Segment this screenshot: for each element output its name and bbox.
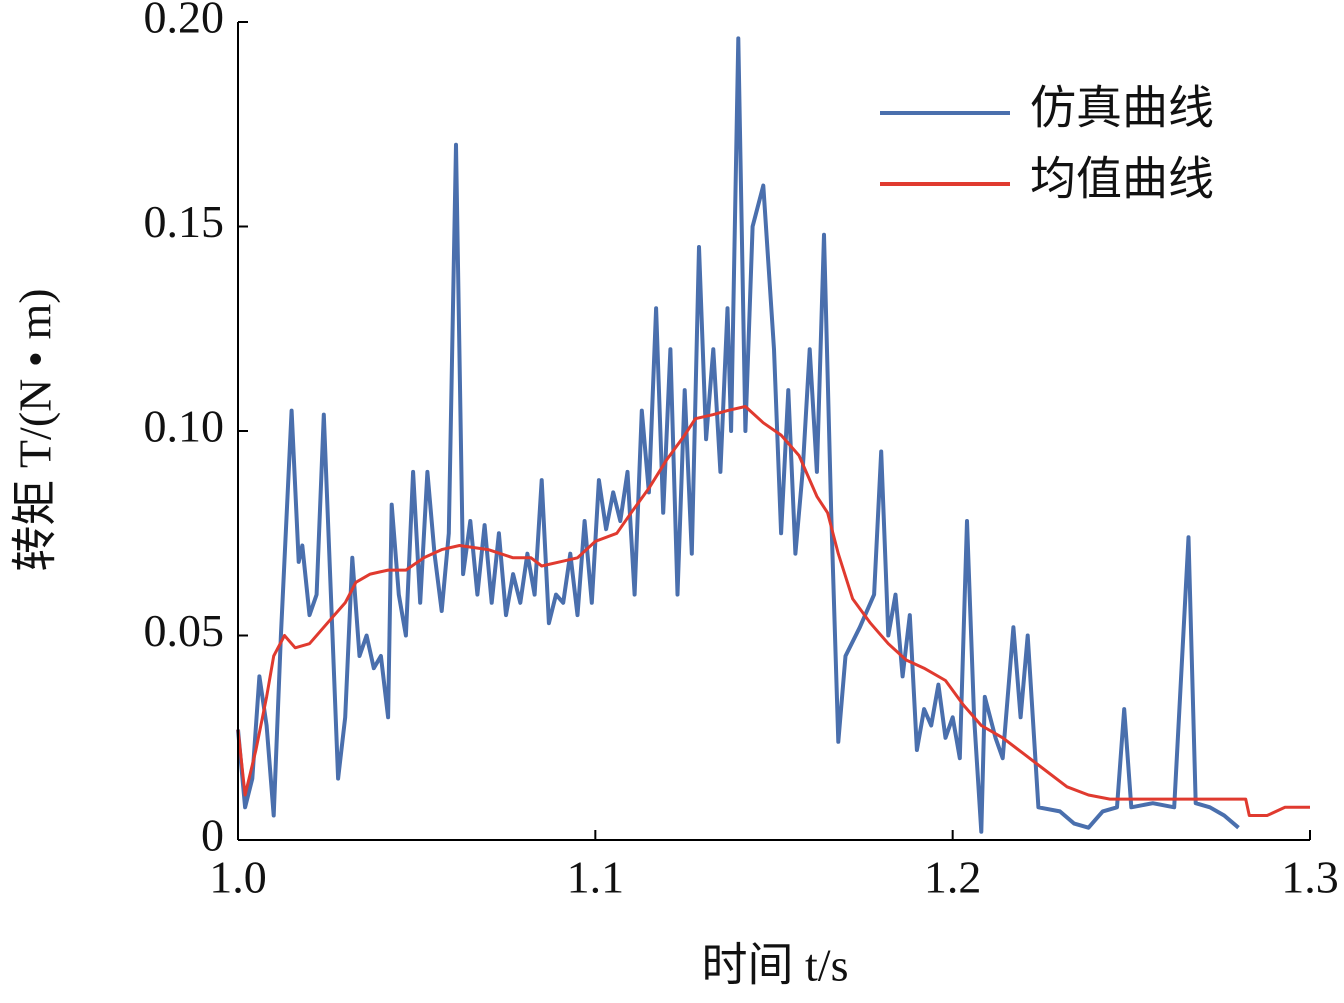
y-tick-label: 0.05	[144, 605, 225, 656]
x-tick-label: 1.3	[1281, 852, 1339, 903]
y-tick-label: 0.10	[144, 401, 225, 452]
y-tick-label: 0.15	[144, 196, 225, 247]
x-axis-label: 时间 t/s	[702, 940, 849, 991]
x-tick-label: 1.2	[924, 852, 982, 903]
y-axis-label: 转矩 T/(N • m)	[10, 288, 61, 571]
legend-label: 仿真曲线	[1030, 83, 1214, 134]
x-tick-label: 1.0	[209, 852, 267, 903]
y-tick-label: 0	[201, 810, 224, 861]
legend-label: 均值曲线	[1030, 154, 1214, 205]
series-line	[236, 36, 1240, 834]
x-tick-label: 1.1	[567, 852, 625, 903]
y-tick-label: 0.20	[144, 0, 225, 43]
series-line	[236, 405, 1310, 817]
